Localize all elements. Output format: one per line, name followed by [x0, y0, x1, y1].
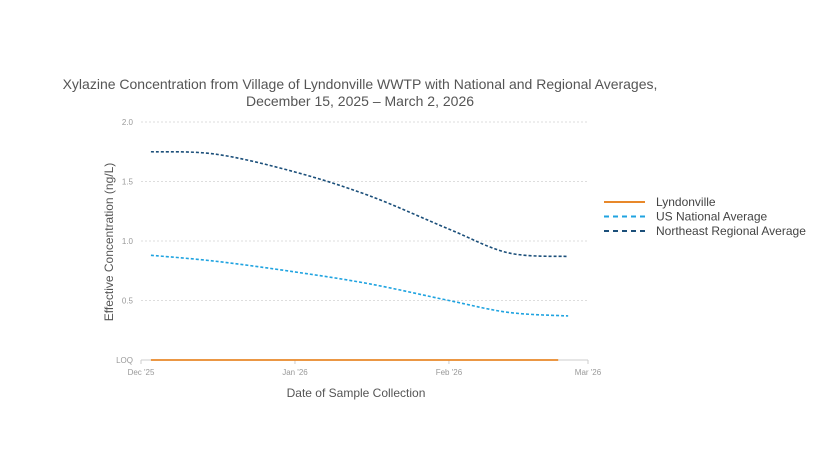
y-tick-label: LOQ — [116, 356, 133, 365]
chart-title-line2: December 15, 2025 – March 2, 2026 — [246, 93, 474, 109]
legend-label: Northeast Regional Average — [656, 224, 806, 238]
x-tick-label: Mar '26 — [575, 368, 602, 377]
y-tick-label: 0.5 — [122, 297, 134, 306]
series-line-us-national-average[interactable] — [150, 254, 569, 317]
y-axis-title: Effective Concentration (ng/L) — [102, 163, 116, 322]
series-lines — [150, 150, 569, 361]
y-tick-label: 1.0 — [122, 237, 134, 246]
legend-item[interactable]: Lyndonville — [604, 195, 716, 209]
x-tick-labels: Dec '25 Jan '26 Feb '26 Mar '26 — [128, 360, 602, 377]
x-tick-label: Jan '26 — [282, 368, 308, 377]
chart-title-line1: Xylazine Concentration from Village of L… — [63, 76, 658, 92]
y-tick-labels: LOQ 0.5 1.0 1.5 2.0 — [116, 118, 133, 365]
grid — [141, 121, 588, 301]
x-tick-label: Dec '25 — [128, 368, 155, 377]
legend-label: Lyndonville — [656, 195, 716, 209]
legend-label: US National Average — [656, 210, 768, 224]
y-tick-label: 1.5 — [122, 178, 134, 187]
x-axis-title: Date of Sample Collection — [287, 386, 426, 400]
legend-item[interactable]: Northeast Regional Average — [604, 224, 806, 238]
chart-title: Xylazine Concentration from Village of L… — [63, 76, 658, 109]
x-tick-label: Feb '26 — [436, 368, 463, 377]
legend-item[interactable]: US National Average — [604, 210, 768, 224]
y-tick-label: 2.0 — [122, 118, 134, 127]
